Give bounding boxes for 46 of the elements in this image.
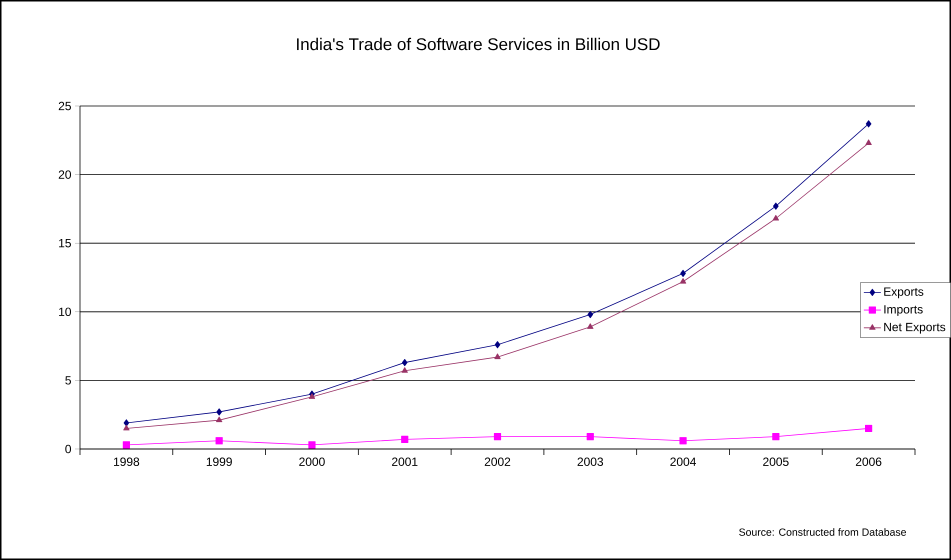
point	[308, 441, 316, 448]
x-tick-label: 2002	[484, 458, 510, 466]
point	[865, 424, 872, 432]
x-tick-label: 2006	[856, 458, 882, 466]
point	[494, 341, 500, 348]
chart-title: India's Trade of Software Services in Billion USD	[297, 38, 660, 50]
point	[680, 270, 686, 277]
point	[772, 214, 780, 220]
point	[773, 202, 779, 210]
point	[402, 367, 408, 373]
y-tick-label: 20	[58, 170, 72, 179]
point	[402, 358, 408, 366]
point	[122, 441, 130, 448]
point	[216, 408, 222, 416]
point	[680, 278, 686, 284]
x-tick-label: 2003	[578, 458, 604, 466]
source-note: Source: Constructed from Database	[739, 528, 906, 536]
point	[866, 120, 872, 128]
point	[494, 353, 501, 360]
point	[586, 433, 594, 440]
point	[401, 436, 408, 443]
legend-label: Imports	[884, 305, 923, 316]
point	[865, 139, 872, 146]
point	[123, 424, 130, 430]
y-tick-label: 15	[59, 239, 71, 248]
x-tick-label: 1999	[206, 458, 232, 466]
y-tick-label: 10	[59, 308, 72, 316]
point	[494, 433, 502, 440]
point	[587, 323, 594, 329]
x-tick-label: 2005	[763, 458, 789, 466]
point	[124, 419, 130, 427]
point	[216, 416, 222, 422]
x-tick-label: 2000	[299, 458, 325, 466]
point	[216, 437, 223, 444]
y-tick-label: 0	[65, 444, 72, 454]
point	[772, 433, 780, 440]
point	[308, 393, 316, 399]
point	[587, 310, 594, 318]
legend-label: Net Exports	[884, 322, 946, 334]
y-tick-label: 25	[58, 102, 71, 110]
x-tick-label: 1998	[114, 458, 140, 466]
x-tick-label: 2004	[670, 458, 696, 466]
y-tick-label: 5	[65, 376, 71, 385]
point	[679, 437, 687, 444]
x-tick-label: 2001	[392, 458, 418, 466]
legend-label: Exports	[884, 288, 924, 298]
